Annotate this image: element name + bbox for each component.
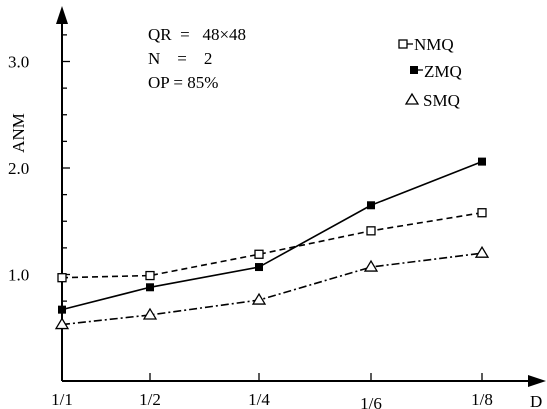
data-point-nmq [145,270,155,281]
data-point-smq [251,292,267,305]
data-point-nmq [477,208,487,218]
data-point-zmq [146,283,154,292]
y-tick-label: 1.0 [8,266,29,285]
legend-label-zmq: ZMQ [424,62,462,81]
y-tick-label: 3.0 [8,53,29,72]
y-tick-label: 2.0 [8,159,29,178]
series-line-nmq [61,211,483,279]
data-point-smq [142,307,158,320]
x-tick-label: 1/6 [360,394,382,409]
x-tick-label: 1/1 [51,390,73,409]
tick-layer: 1.0 2.0 3.0 1/1 1/2 1/4 1/6 1/8 [8,34,493,409]
annotation-qr: QR = 48×48 [148,25,246,44]
data-point-zmq [478,157,486,166]
legend-marker-nmq [398,39,408,49]
x-axis-label: D [530,392,542,409]
y-axis-label: ANM [9,113,28,153]
series-line-smq [61,252,483,326]
data-point-smq [363,259,379,272]
legend-label-smq: SMQ [423,91,460,110]
data-point-nmq [254,249,264,259]
x-tick-label: 1/4 [248,390,270,409]
legend: NMQ ZMQ SMQ [398,35,462,110]
data-point-zmq [255,263,263,272]
x-tick-label: 1/8 [471,390,493,409]
data-point-smq [54,317,70,330]
annotation-n: N = 2 [148,49,212,68]
x-tick-label: 1/2 [139,390,161,409]
legend-label-nmq: NMQ [414,35,454,54]
data-point-zmq [367,201,375,210]
legend-marker-smq [404,92,420,105]
series-layer [54,157,490,330]
y-axis-arrow [56,6,68,24]
data-point-nmq [366,226,376,236]
data-point-zmq [58,305,66,314]
series-line-zmq [61,160,483,311]
data-point-smq [474,245,490,258]
x-axis-arrow [528,375,546,387]
legend-marker-zmq [410,66,418,74]
data-point-nmq [57,273,67,283]
annotation-op: OP = 85% [148,73,218,92]
annotation-block: QR = 48×48 N = 2 OP = 85% [148,25,246,92]
